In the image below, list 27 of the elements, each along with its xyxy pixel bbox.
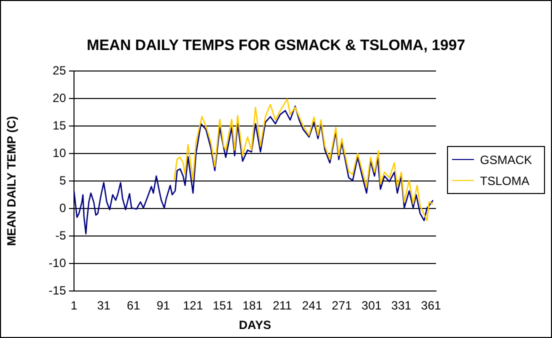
x-axis-title: DAYS bbox=[238, 318, 272, 332]
y-tick-label: 20 bbox=[52, 90, 66, 105]
legend-label: TSLOMA bbox=[479, 172, 530, 190]
y-tick-label: -5 bbox=[55, 228, 66, 242]
x-tick-label: 151 bbox=[212, 298, 234, 313]
y-tick-label: 10 bbox=[52, 146, 66, 160]
x-tick-label: 241 bbox=[302, 298, 322, 313]
x-tick-label: 61 bbox=[126, 298, 140, 313]
legend-label: GSMACK bbox=[479, 152, 534, 168]
x-tick-label: 301 bbox=[362, 298, 382, 313]
x-tick-label: 1 bbox=[70, 298, 78, 313]
y-tick-label: 5 bbox=[59, 173, 66, 188]
y-tick-label: -15 bbox=[48, 283, 66, 298]
y-tick-label: 25 bbox=[52, 63, 66, 78]
x-tick-label: 211 bbox=[272, 298, 292, 313]
x-tick-label: 181 bbox=[242, 298, 263, 313]
chart-title: MEAN DAILY TEMPS FOR GSMACK & TSLOMA, 1997 bbox=[86, 37, 466, 54]
y-tick-label: 0 bbox=[59, 200, 66, 215]
x-tick-label: 91 bbox=[156, 298, 170, 313]
y-tick-label: 15 bbox=[52, 118, 66, 132]
y-axis-title: MEAN DAILY TEMP (C) bbox=[4, 116, 19, 246]
x-tick-label: 271 bbox=[332, 298, 352, 313]
x-tick-label: 31 bbox=[97, 298, 111, 313]
x-tick-label: 331 bbox=[391, 298, 412, 313]
x-tick-label: 121 bbox=[183, 298, 204, 313]
y-tick-label: -10 bbox=[48, 256, 66, 270]
x-tick-label: 361 bbox=[421, 298, 442, 313]
